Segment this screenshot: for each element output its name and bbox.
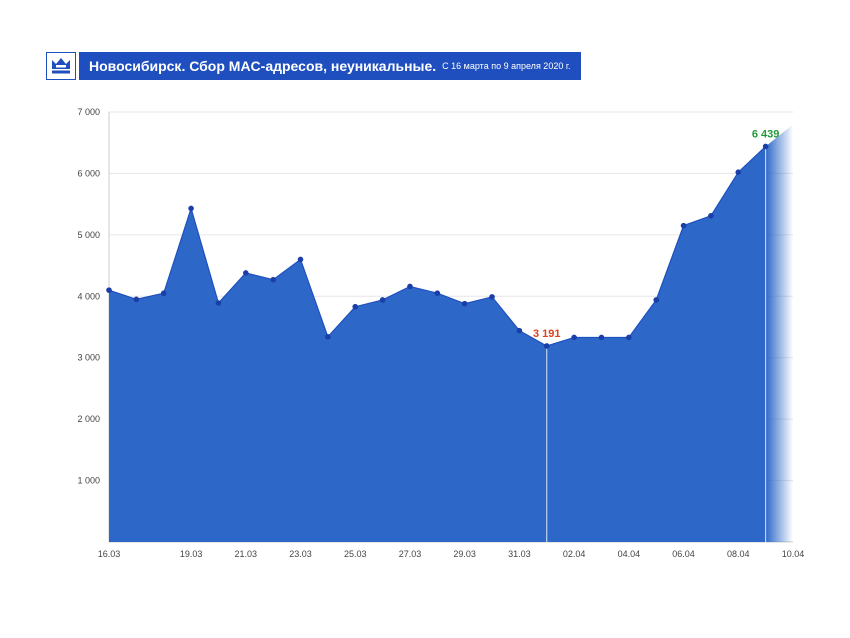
x-tick-label: 25.03 bbox=[344, 549, 367, 559]
data-point bbox=[708, 213, 714, 219]
chart-subtitle: С 16 марта по 9 апреля 2020 г. bbox=[442, 61, 571, 71]
x-tick-label: 10.04 bbox=[782, 549, 805, 559]
data-point bbox=[270, 276, 276, 283]
x-tick-label: 31.03 bbox=[508, 549, 531, 559]
data-point bbox=[106, 287, 112, 293]
data-point bbox=[325, 334, 331, 340]
x-tick-label: 21.03 bbox=[235, 549, 258, 559]
crown-icon bbox=[46, 52, 76, 80]
x-tick-label: 27.03 bbox=[399, 549, 422, 559]
chart-header: Новосибирск. Сбор MAC-адресов, неуникаль… bbox=[46, 52, 581, 80]
data-point bbox=[598, 334, 605, 341]
data-point bbox=[352, 303, 359, 310]
data-point bbox=[243, 270, 249, 276]
x-tick-label: 19.03 bbox=[180, 549, 203, 559]
x-tick-label: 06.04 bbox=[672, 549, 695, 559]
area-fill-fade bbox=[765, 124, 793, 543]
y-tick-label: 5 000 bbox=[77, 230, 100, 240]
x-tick-label: 08.04 bbox=[727, 549, 750, 559]
chart-title: Новосибирск. Сбор MAC-адресов, неуникаль… bbox=[89, 58, 437, 74]
area-series bbox=[108, 124, 793, 543]
y-tick-labels: 1 000 2 000 3 000 4 000 5 000 6 000 7 000 bbox=[77, 107, 100, 486]
data-point bbox=[188, 205, 194, 212]
data-point bbox=[543, 343, 550, 349]
min-value-label: 3 191 bbox=[533, 328, 561, 340]
area-fill bbox=[109, 146, 766, 542]
data-point bbox=[735, 169, 742, 175]
y-tick-label: 7 000 bbox=[77, 107, 100, 117]
data-point bbox=[407, 283, 413, 290]
marker-lines bbox=[546, 146, 767, 542]
x-tick-label: 29.03 bbox=[453, 549, 476, 559]
data-point bbox=[133, 296, 140, 303]
y-tick-label: 6 000 bbox=[77, 168, 100, 178]
data-point bbox=[626, 334, 632, 341]
data-point bbox=[653, 297, 659, 303]
data-point bbox=[379, 297, 386, 303]
data-point bbox=[215, 300, 222, 306]
y-tick-label: 3 000 bbox=[77, 353, 100, 363]
x-tick-label: 23.03 bbox=[289, 549, 312, 559]
data-point bbox=[297, 256, 304, 263]
title-bar: Новосибирск. Сбор MAC-адресов, неуникаль… bbox=[79, 52, 581, 80]
data-point bbox=[434, 290, 441, 297]
data-point bbox=[461, 300, 468, 307]
data-point bbox=[571, 334, 577, 341]
data-point bbox=[516, 327, 523, 334]
data-point bbox=[762, 143, 769, 150]
data-point bbox=[489, 294, 495, 300]
x-tick-label: 04.04 bbox=[618, 549, 641, 559]
annotations: 3 191 6 439 bbox=[533, 128, 779, 340]
data-point bbox=[160, 290, 167, 297]
y-tick-label: 1 000 bbox=[77, 476, 100, 486]
y-tick-label: 4 000 bbox=[77, 291, 100, 301]
max-value-label: 6 439 bbox=[752, 128, 780, 140]
data-points bbox=[106, 143, 769, 349]
x-tick-label: 16.03 bbox=[98, 549, 121, 559]
x-tick-label: 02.04 bbox=[563, 549, 586, 559]
y-tick-label: 2 000 bbox=[77, 414, 100, 424]
x-tick-labels: 16.03 19.03 21.03 23.03 25.03 27.03 29.03 31.03… bbox=[98, 549, 805, 559]
data-point bbox=[680, 222, 687, 229]
